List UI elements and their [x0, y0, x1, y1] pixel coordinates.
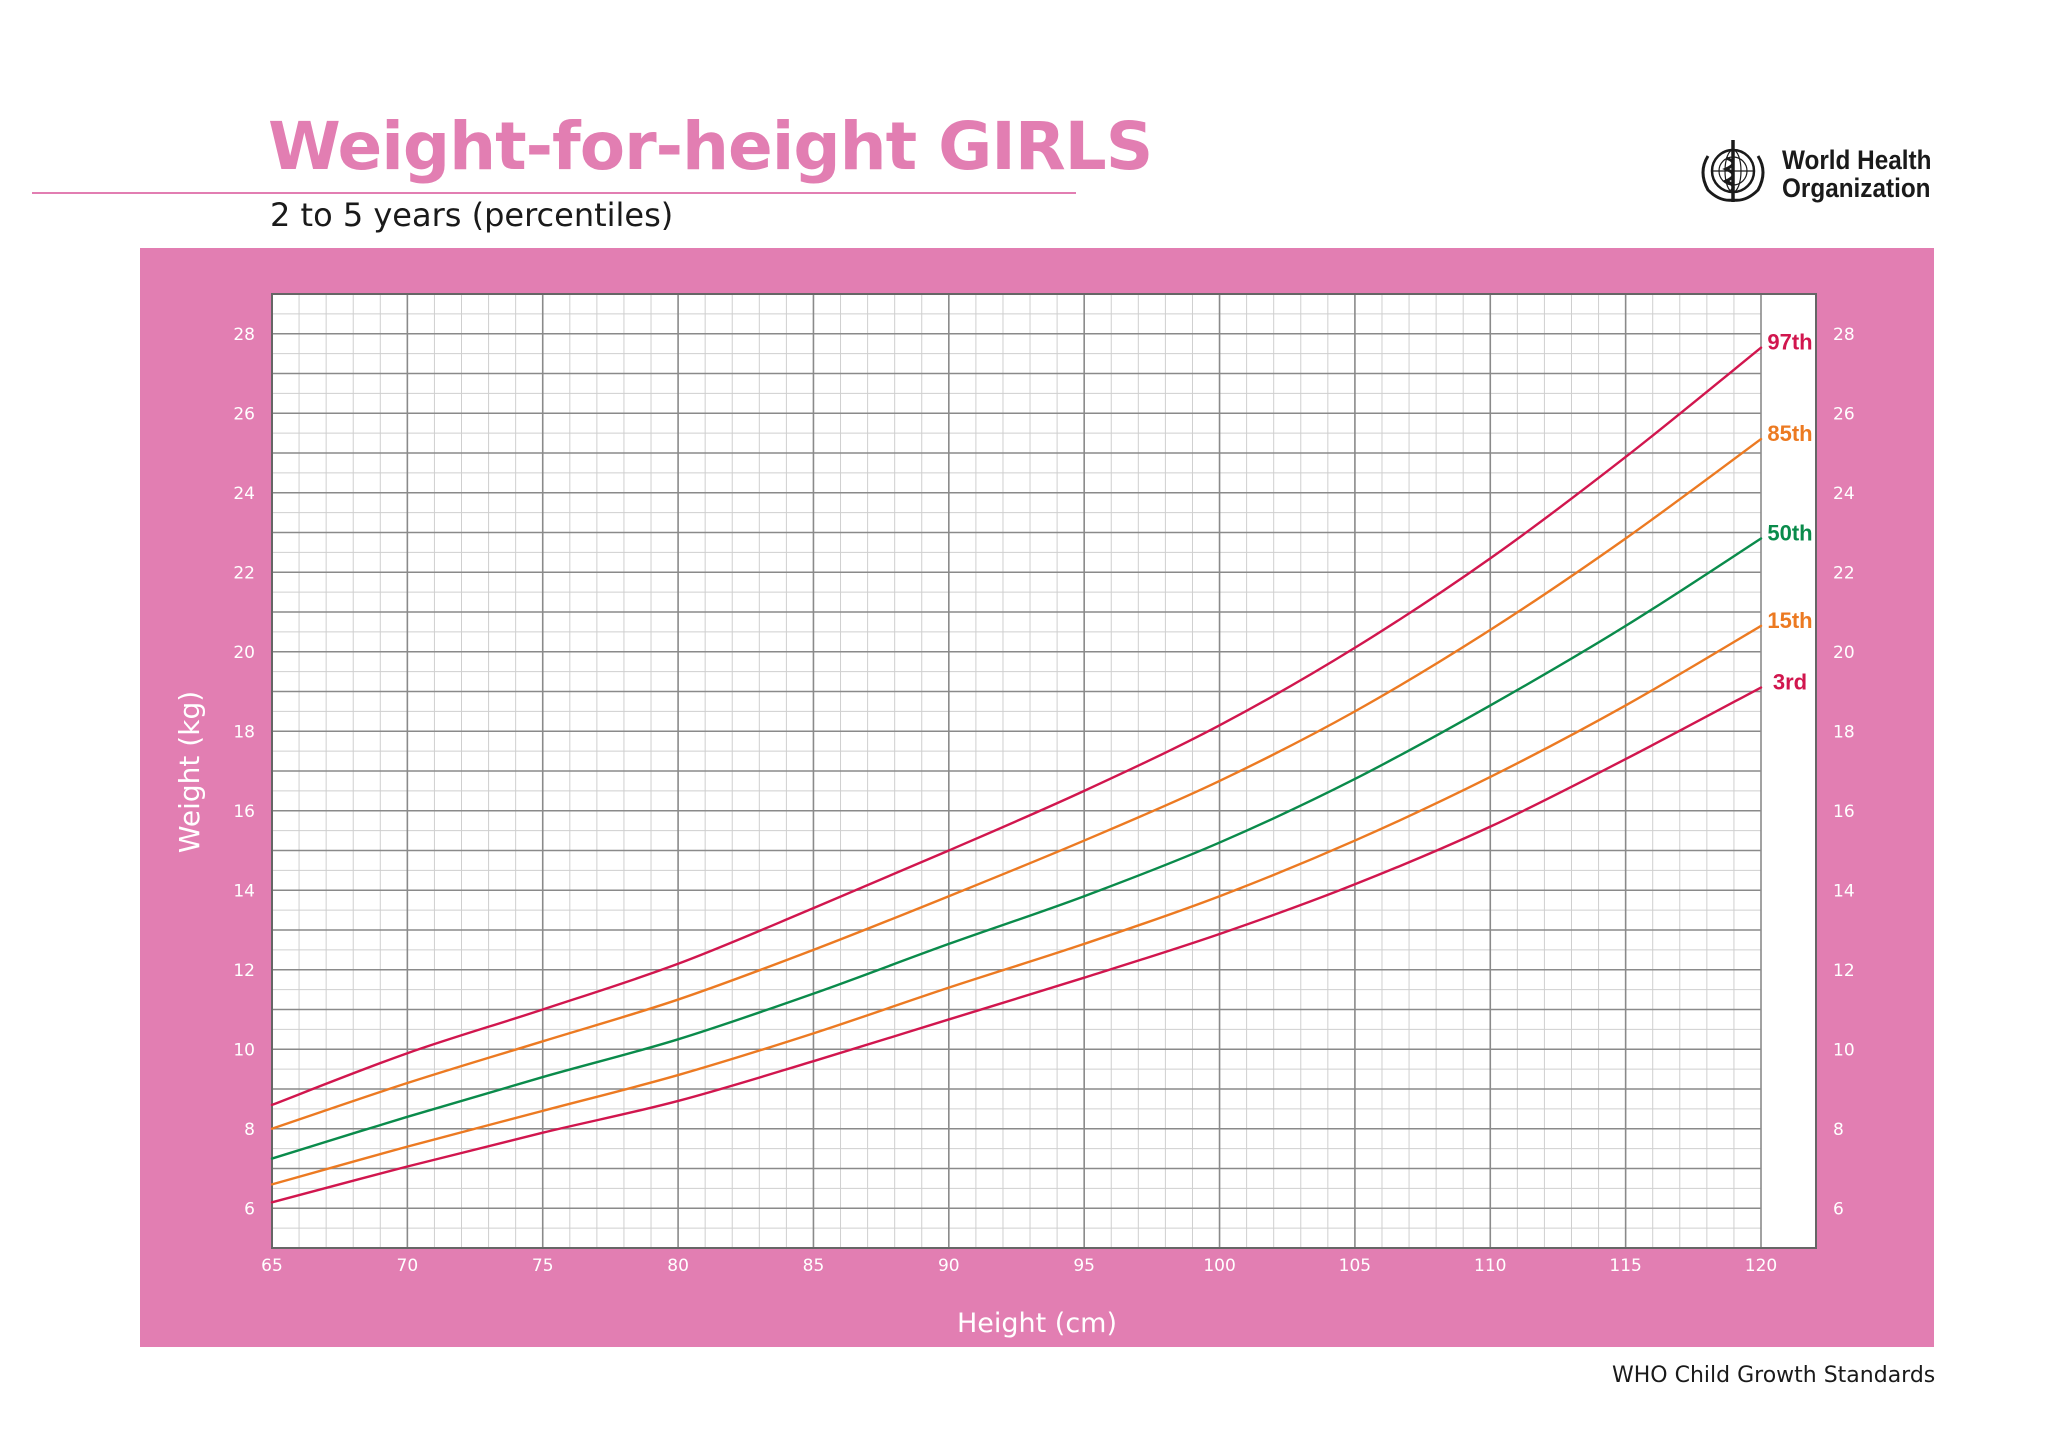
- y-tick-label-right: 28: [1833, 325, 1855, 345]
- series-line-97th: [270, 346, 1763, 1107]
- y-tick-label-left: 16: [233, 802, 255, 822]
- series-line-50th: [270, 537, 1763, 1160]
- y-tick-labels-right: 6 8 10 12 14 16 18 20 22 24 26 28: [1833, 325, 1855, 1220]
- y-tick-label-right: 10: [1833, 1040, 1855, 1060]
- series-label: 85th: [1767, 421, 1812, 446]
- y-tick-label-left: 8: [244, 1120, 255, 1140]
- y-tick-label-right: 8: [1833, 1120, 1844, 1140]
- y-tick-label-left: 10: [233, 1040, 255, 1060]
- who-name-line2: Organization: [1782, 173, 1931, 203]
- x-tick-label: 65: [261, 1256, 283, 1276]
- y-tick-label-right: 24: [1833, 484, 1855, 504]
- y-tick-label-left: 6: [244, 1199, 255, 1219]
- series-line-3rd: [270, 686, 1763, 1204]
- y-tick-labels-left: 6 8 10 12 14 16 18 20 22 24 26 28: [233, 325, 255, 1220]
- y-tick-label-right: 20: [1833, 643, 1855, 663]
- x-axis-label: Height (cm): [957, 1308, 1117, 1339]
- y-tick-label-left: 22: [233, 563, 255, 583]
- y-tick-label-right: 16: [1833, 802, 1855, 822]
- x-tick-label: 80: [667, 1256, 689, 1276]
- x-tick-label: 110: [1474, 1256, 1506, 1276]
- y-tick-label-left: 18: [233, 722, 255, 742]
- y-tick-label-right: 6: [1833, 1199, 1844, 1219]
- y-tick-label-left: 24: [233, 484, 255, 504]
- y-tick-label-left: 20: [233, 643, 255, 663]
- x-tick-label: 105: [1339, 1256, 1371, 1276]
- series-label: 97th: [1767, 330, 1812, 355]
- x-tick-label: 115: [1609, 1256, 1641, 1276]
- series-line-85th: [270, 437, 1763, 1130]
- series-label: 15th: [1767, 608, 1812, 633]
- x-tick-label: 95: [1073, 1256, 1095, 1276]
- x-tick-label: 75: [532, 1256, 554, 1276]
- series-lines: [270, 346, 1763, 1204]
- y-tick-label-left: 12: [233, 961, 255, 981]
- x-tick-label: 100: [1203, 1256, 1235, 1276]
- y-tick-label-right: 14: [1833, 881, 1855, 901]
- title-underline: [32, 192, 1076, 194]
- y-tick-label-right: 18: [1833, 722, 1855, 742]
- footer-credit: WHO Child Growth Standards: [1612, 1363, 1936, 1388]
- x-tick-label: 120: [1745, 1256, 1777, 1276]
- y-tick-label-right: 26: [1833, 404, 1855, 424]
- series-label: 50th: [1767, 520, 1812, 545]
- who-name-line1: World Health: [1782, 145, 1932, 175]
- x-tick-labels: 65 70 75 80 85 90 95 100 105 110 115 120: [261, 1256, 1777, 1276]
- x-tick-label: 85: [803, 1256, 825, 1276]
- plot-border: [271, 293, 1817, 1249]
- y-axis-label: Weight (kg): [173, 691, 206, 853]
- chart-title: Weight-for-height GIRLS: [268, 108, 1153, 185]
- y-tick-label-right: 12: [1833, 961, 1855, 981]
- series-line-15th: [270, 624, 1763, 1186]
- who-emblem-icon: [1701, 140, 1765, 202]
- who-organization-name: World Health Organization: [1782, 146, 1952, 202]
- series-label: 3rd: [1773, 670, 1807, 695]
- y-tick-label-left: 26: [233, 404, 255, 424]
- y-tick-label-left: 28: [233, 325, 255, 345]
- y-tick-label-left: 14: [233, 881, 255, 901]
- x-tick-label: 70: [397, 1256, 419, 1276]
- chart-subtitle: 2 to 5 years (percentiles): [270, 196, 674, 234]
- x-tick-label: 90: [938, 1256, 960, 1276]
- y-tick-label-right: 22: [1833, 563, 1855, 583]
- series-labels: 97th 85th 50th 15th 3rd: [1767, 330, 1812, 695]
